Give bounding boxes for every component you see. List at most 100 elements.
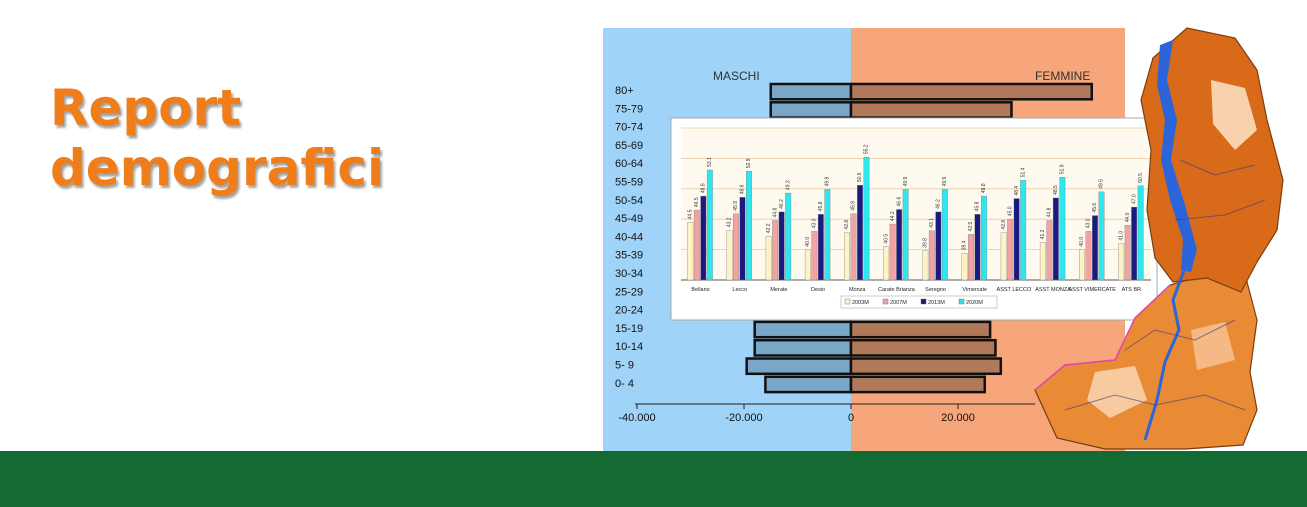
bar-chart-bar — [693, 209, 700, 281]
bar-chart-bar — [1046, 220, 1053, 281]
bar-chart-bar — [863, 156, 870, 281]
map-roads — [1064, 159, 1266, 411]
bar-chart-bar — [968, 234, 974, 281]
map-pale-area-2 — [1087, 366, 1147, 418]
bar-chart-bar — [1137, 185, 1144, 281]
bar-chart-bar — [857, 184, 863, 281]
bar-chart-bar — [922, 250, 929, 281]
x-tick-label: 0 — [848, 412, 854, 424]
bar-chart-bar — [1039, 242, 1046, 281]
bar-chart-bar — [1124, 225, 1131, 281]
bar-chart-bar — [1020, 180, 1027, 281]
bar-chart-bar — [889, 223, 896, 281]
bar-chart-bar — [941, 189, 948, 281]
male-label: MASCHI — [713, 69, 760, 83]
bar-data-label: 40.0 — [805, 237, 811, 247]
category-label: Lecco — [732, 287, 747, 293]
map-lake — [1157, 40, 1197, 272]
bar-data-label: 45.9 — [733, 201, 739, 211]
category-label: ASST MONZA — [1035, 287, 1071, 293]
bar-data-label: 48.5 — [1053, 185, 1059, 195]
bar-data-label: 50.5 — [1138, 173, 1144, 183]
category-label: ATS BR — [1122, 287, 1141, 293]
age-label: 10-14 — [615, 341, 643, 353]
pyramid-bar-male — [753, 338, 853, 357]
category-label: ASST VIMERCATE — [1069, 287, 1117, 293]
bar-data-label: 49.9 — [942, 176, 948, 186]
bar-data-label: 40.0 — [1079, 237, 1085, 247]
bar-chart-overlay: 44.546.548.853.143.245.948.652.942.244.8… — [670, 117, 1158, 321]
bar-chart-bar — [902, 189, 909, 281]
bar-data-label: 47.0 — [1131, 194, 1137, 204]
age-label: 75-79 — [615, 103, 643, 115]
bar-chart-bar — [974, 214, 981, 281]
bar-data-label: 49.3 — [785, 180, 791, 190]
bar-chart-bar — [1059, 177, 1066, 281]
bar-chart-bar — [1092, 215, 1098, 281]
bar-data-label: 41.2 — [1040, 229, 1046, 239]
bar-chart-bar — [733, 213, 739, 281]
bar-chart-bar — [1007, 218, 1014, 281]
pyramid-bar-male — [769, 101, 853, 119]
bar-chart-bar — [778, 211, 785, 281]
bar-data-label: 43.0 — [812, 218, 818, 228]
bar-chart-bar — [824, 189, 831, 281]
age-label: 65-69 — [615, 140, 643, 152]
bar-data-label: 46.2 — [936, 199, 942, 209]
pyramid-bar-male — [769, 82, 853, 101]
age-label: 30-34 — [615, 268, 643, 280]
title-line-2: demografici — [50, 139, 385, 197]
bar-data-label: 45.0 — [1007, 206, 1013, 216]
bar-chart-bar — [844, 232, 850, 281]
bar-chart-bar — [785, 192, 792, 281]
pyramid-bar-female — [849, 82, 1093, 101]
bar-chart-bar — [746, 170, 752, 281]
bar-data-label: 43.0 — [1086, 218, 1092, 228]
bar-data-label: 52.9 — [746, 158, 752, 168]
bar-chart-bar — [772, 220, 779, 281]
legend-entry: 2013M — [928, 300, 945, 306]
pyramid-bar-male — [753, 320, 853, 339]
map-pale-area-3 — [1191, 322, 1235, 370]
bar-data-label: 48.8 — [981, 183, 987, 193]
bar-data-label: 48.6 — [740, 184, 746, 194]
age-label: 80+ — [615, 85, 634, 97]
age-label: 45-49 — [615, 213, 643, 225]
legend-swatch — [844, 298, 851, 305]
bar-chart-bar — [1013, 198, 1020, 281]
legend-entry: 2007M — [890, 300, 907, 306]
category-label: Vimercate — [962, 287, 987, 293]
bar-data-label: 44.8 — [1047, 207, 1053, 217]
map-region-north — [1140, 27, 1284, 293]
bar-chart-bar — [811, 231, 818, 281]
bar-chart-bars: 44.546.548.853.143.245.948.652.942.244.8… — [687, 144, 1144, 281]
age-label: 50-54 — [615, 195, 643, 207]
bar-data-label: 42.8 — [844, 220, 850, 230]
page-title: Report demografici — [50, 78, 384, 198]
x-tick-label: -20.000 — [725, 412, 762, 424]
age-label: 60-64 — [615, 158, 643, 170]
bar-data-label: 53.1 — [707, 157, 713, 167]
bar-data-label: 46.2 — [779, 199, 785, 209]
bar-chart-bar — [935, 211, 942, 281]
bar-chart-bar — [896, 209, 903, 281]
bar-chart-bar — [928, 230, 935, 281]
bar-data-label: 40.5 — [883, 234, 889, 244]
bar-data-label: 44.0 — [1125, 212, 1131, 222]
bar-data-label: 44.8 — [772, 207, 778, 217]
bar-chart-bar — [726, 229, 733, 281]
age-label: 70-74 — [615, 122, 643, 134]
bar-chart-bar — [883, 246, 890, 281]
bar-data-label: 44.5 — [688, 209, 694, 219]
legend-box — [840, 295, 998, 309]
bar-data-label: 51.9 — [1060, 164, 1066, 174]
pyramid-bars — [745, 82, 1093, 394]
bar-chart-bar — [1079, 249, 1085, 281]
pyramid-bar-female — [849, 320, 992, 339]
bar-chart-bar — [1118, 243, 1125, 281]
bar-data-label: 45.8 — [975, 201, 981, 211]
bar-data-label: 48.8 — [701, 183, 707, 193]
map-border — [1034, 284, 1171, 391]
bar-chart-grid — [681, 127, 1151, 281]
bar-chart-bar — [1000, 232, 1007, 281]
